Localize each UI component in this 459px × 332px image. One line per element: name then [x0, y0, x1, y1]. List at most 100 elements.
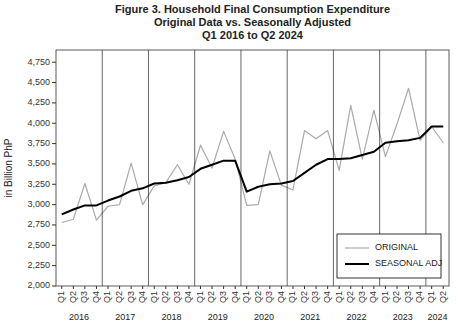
y-tick [52, 204, 56, 205]
plot-area [62, 50, 443, 286]
x-tick-label: Q2 [68, 291, 78, 303]
x-tick-label: Q4 [183, 291, 193, 303]
x-tick [385, 286, 386, 289]
y-tick [52, 123, 56, 124]
x-tick [373, 286, 374, 289]
x-tick-label: Q2 [114, 291, 124, 303]
x-tick [200, 286, 201, 289]
legend-label: SEASONAL ADJ [375, 258, 442, 268]
y-tick-label: 4,250 [27, 97, 50, 107]
x-tick-label: Q2 [206, 291, 216, 303]
y-tick [52, 286, 56, 287]
x-tick-label: Q1 [287, 291, 297, 303]
background [0, 0, 459, 332]
series-line [62, 88, 443, 222]
year-divider [148, 50, 149, 286]
year-label: 2018 [162, 312, 182, 322]
y-tick-label: 4,500 [27, 77, 50, 87]
chart: Figure 3. Household Final Consumption Ex… [0, 0, 459, 332]
x-tick-label: Q2 [299, 291, 309, 303]
title-line: Q1 2016 to Q2 2024 [202, 29, 304, 41]
year-divider [194, 50, 195, 286]
y-tick-label: 4,000 [27, 118, 50, 128]
year-label: 2020 [254, 312, 274, 322]
x-tick [212, 286, 213, 289]
x-tick-label: Q2 [391, 291, 401, 303]
x-tick [223, 286, 224, 289]
year-divider [102, 50, 103, 286]
year-divider [287, 50, 288, 286]
series-line [62, 127, 443, 215]
x-tick-label: Q3 [126, 291, 136, 303]
x-tick-label: Q3 [357, 291, 367, 303]
y-tick-label: 2,250 [27, 260, 50, 270]
y-tick-label: 3,000 [27, 199, 50, 209]
x-tick-label: Q1 [149, 291, 159, 303]
year-label: 2017 [115, 312, 135, 322]
x-tick-label: Q1 [56, 291, 66, 303]
year-label: 2016 [69, 312, 89, 322]
y-tick [52, 143, 56, 144]
x-tick [443, 286, 444, 289]
x-tick [246, 286, 247, 289]
x-tick-label: Q4 [414, 291, 424, 303]
x-tick [350, 286, 351, 289]
x-tick [316, 286, 317, 289]
y-tick-label: 2,750 [27, 219, 50, 229]
x-tick-label: Q3 [218, 291, 228, 303]
x-tick [142, 286, 143, 289]
x-tick [408, 286, 409, 289]
y-tick [52, 62, 56, 63]
x-tick [304, 286, 305, 289]
x-tick [188, 286, 189, 289]
year-label: 2021 [300, 312, 320, 322]
y-tick [52, 163, 56, 164]
x-tick-label: Q3 [403, 291, 413, 303]
year-label: 2019 [208, 312, 228, 322]
y-tick [52, 245, 56, 246]
x-tick-label: Q2 [438, 291, 448, 303]
x-tick [73, 286, 74, 289]
x-tick [165, 286, 166, 289]
x-tick-label: Q1 [241, 291, 251, 303]
plot-frame [56, 50, 449, 286]
x-tick-label: Q2 [160, 291, 170, 303]
x-tick [61, 286, 62, 289]
x-tick-label: Q4 [368, 291, 378, 303]
year-label: 2024 [427, 312, 447, 322]
x-tick [154, 286, 155, 289]
x-tick [396, 286, 397, 289]
x-tick [327, 286, 328, 289]
x-tick [431, 286, 432, 289]
y-tick-label: 4,750 [27, 57, 50, 67]
legend: ORIGINALSEASONAL ADJ [337, 234, 442, 278]
y-tick-label: 2,500 [27, 240, 50, 250]
title-line: Figure 3. Household Final Consumption Ex… [115, 3, 390, 15]
legend-box [337, 234, 441, 278]
x-tick [281, 286, 282, 289]
x-tick-label: Q4 [322, 291, 332, 303]
year-divider [333, 50, 334, 286]
legend-swatch [345, 247, 369, 248]
x-tick-label: Q3 [172, 291, 182, 303]
x-tick [292, 286, 293, 289]
y-tick [52, 224, 56, 225]
x-tick [119, 286, 120, 289]
x-tick [339, 286, 340, 289]
x-tick-label: Q2 [253, 291, 263, 303]
x-tick-label: Q1 [195, 291, 205, 303]
x-tick-label: Q4 [137, 291, 147, 303]
title-line: Original Data vs. Seasonally Adjusted [154, 16, 351, 28]
x-tick [362, 286, 363, 289]
x-tick [258, 286, 259, 289]
y-tick-label: 3,500 [27, 158, 50, 168]
x-tick-label: Q1 [380, 291, 390, 303]
y-tick-label: 3,750 [27, 138, 50, 148]
x-tick [108, 286, 109, 289]
y-axis-label: in Billion PhP [3, 138, 14, 197]
x-tick [84, 286, 85, 289]
y-tick [52, 102, 56, 103]
x-tick-label: Q3 [310, 291, 320, 303]
x-tick [269, 286, 270, 289]
x-tick-label: Q2 [345, 291, 355, 303]
